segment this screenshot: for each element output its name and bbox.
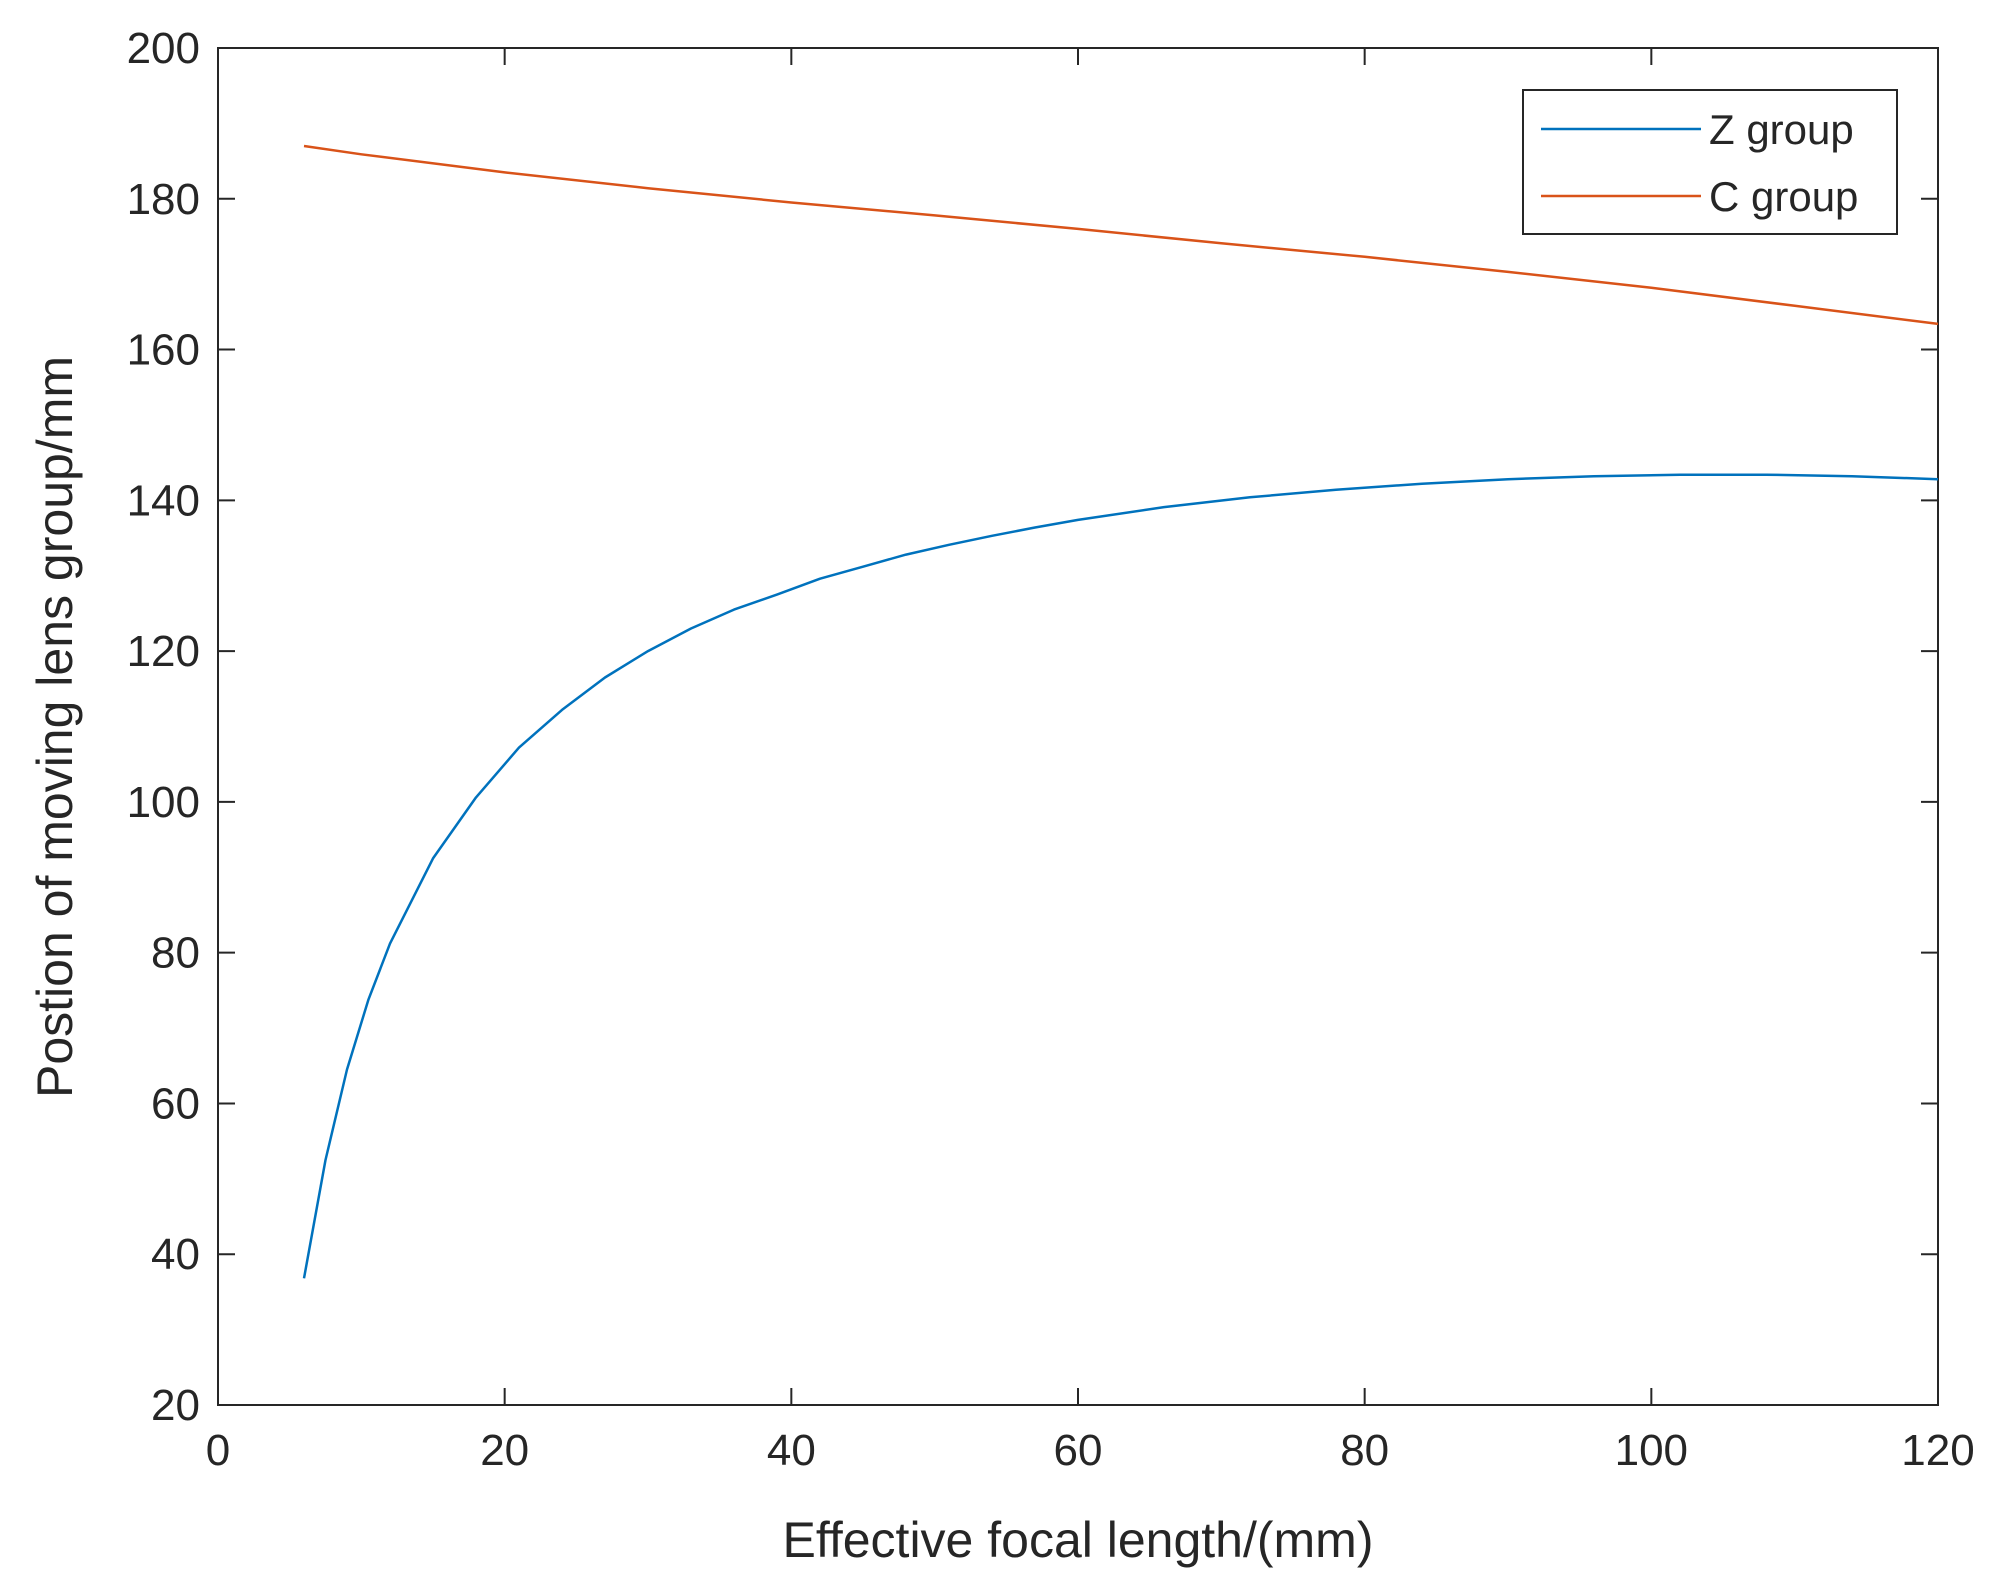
- series-line-c-group: [303, 144, 1939, 326]
- x-tick-label: 60: [1054, 1426, 1103, 1475]
- legend-box: [1522, 89, 1898, 235]
- legend-label-z-group: Z group: [1709, 106, 1854, 153]
- x-tick-label: 0: [206, 1426, 230, 1475]
- x-tick-label: 120: [1901, 1426, 1974, 1475]
- x-tick-label: 80: [1340, 1426, 1389, 1475]
- legend-label-c-group: C group: [1709, 173, 1858, 220]
- y-tick-label: 200: [127, 24, 200, 73]
- y-tick-label: 20: [151, 1381, 200, 1430]
- y-tick-label: 100: [127, 778, 200, 827]
- y-tick-label: 80: [151, 929, 200, 978]
- legend: Z group C group: [1522, 89, 1898, 235]
- plot-area: [217, 47, 1939, 1406]
- x-axis-label: Effective focal length/(mm): [783, 1512, 1374, 1568]
- y-axis-label: Postion of moving lens group/mm: [27, 356, 83, 1098]
- x-tick-label: 40: [767, 1426, 816, 1475]
- x-tick-label: 20: [480, 1426, 529, 1475]
- y-tick-label: 40: [151, 1230, 200, 1279]
- y-tick-label: 180: [127, 175, 200, 224]
- axis-ticks: [217, 47, 1939, 1406]
- y-tick-label: 160: [127, 326, 200, 375]
- x-tick-label: 100: [1615, 1426, 1688, 1475]
- series-lines: [302, 144, 1939, 1279]
- tick-labels: 0 20 40 60 80 100 1202040608010012014016018020…: [127, 24, 1975, 1475]
- y-tick-label: 60: [151, 1079, 200, 1128]
- y-tick-label: 140: [127, 476, 200, 525]
- y-tick-label: 120: [127, 627, 200, 676]
- series-line-z-group: [302, 473, 1939, 1279]
